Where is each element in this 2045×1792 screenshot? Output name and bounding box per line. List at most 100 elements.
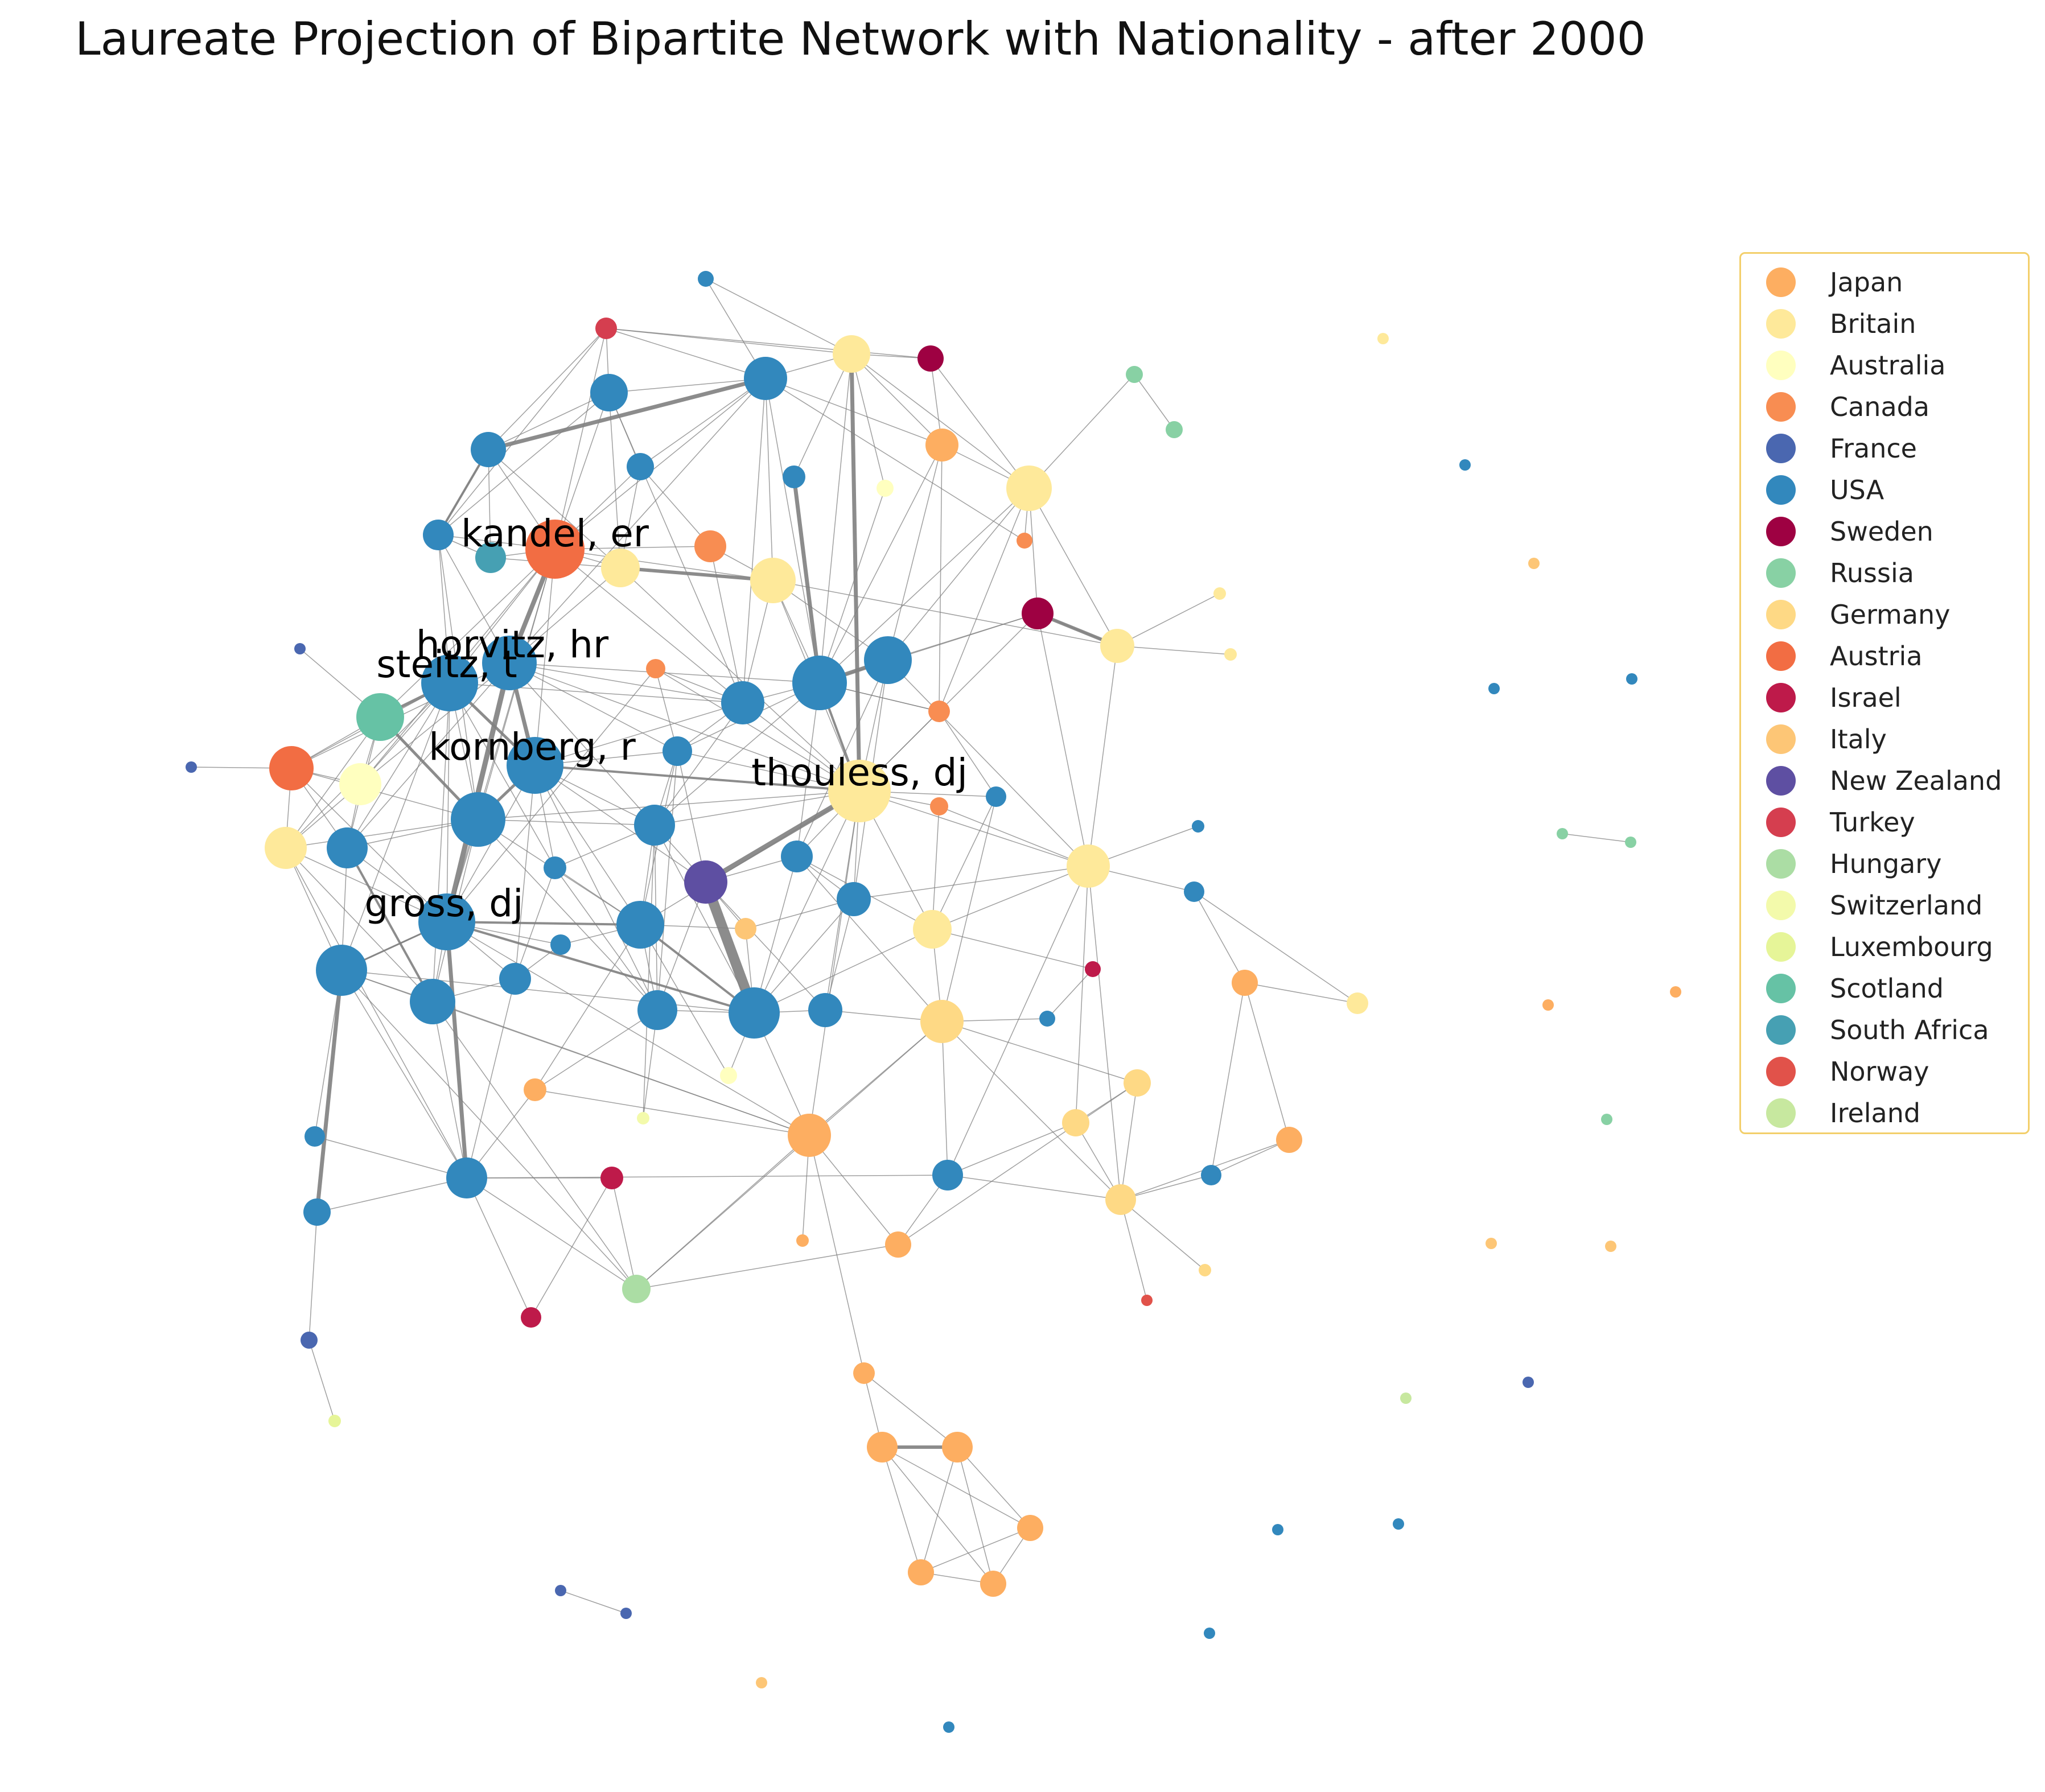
legend-label: Japan	[1830, 267, 1903, 298]
edge	[446, 682, 450, 922]
edge	[796, 660, 888, 857]
edge	[809, 1135, 865, 1374]
edge	[765, 378, 820, 683]
node	[720, 1067, 737, 1084]
edge	[534, 1089, 810, 1136]
legend-item: Russia	[1766, 555, 1914, 591]
edge	[478, 819, 655, 826]
legend-swatch	[1766, 309, 1796, 339]
legend-item: South Africa	[1766, 1012, 1989, 1048]
node	[1272, 1524, 1283, 1535]
edge	[947, 1175, 1121, 1200]
edge	[1211, 1139, 1290, 1176]
edge	[887, 613, 1038, 661]
legend-label: Scotland	[1830, 973, 1944, 1004]
node	[788, 1114, 831, 1157]
legend-swatch	[1766, 434, 1796, 463]
edge	[1028, 488, 1118, 646]
node	[942, 1432, 973, 1463]
node	[595, 318, 617, 339]
edge	[677, 751, 706, 883]
node	[1017, 1515, 1043, 1541]
edge	[863, 1373, 958, 1448]
edge	[859, 790, 1089, 867]
edge	[554, 378, 766, 550]
node	[339, 763, 381, 805]
edge	[1120, 1199, 1205, 1271]
node	[637, 1112, 649, 1124]
edge	[1194, 891, 1245, 983]
edge	[941, 1021, 948, 1176]
edge	[1117, 645, 1231, 655]
legend-swatch	[1766, 392, 1796, 422]
edge	[930, 358, 1030, 489]
edge	[509, 662, 820, 683]
edge-weighted	[446, 921, 641, 926]
node-label: kornberg, r	[429, 725, 636, 769]
edge	[742, 378, 766, 703]
edge	[932, 796, 997, 930]
legend-swatch	[1766, 600, 1796, 629]
edge	[285, 847, 447, 922]
edge-weighted	[849, 353, 862, 792]
node	[316, 945, 367, 996]
edge	[509, 662, 655, 826]
node	[908, 1559, 934, 1585]
edge	[466, 1175, 948, 1179]
legend-label: Sweden	[1830, 516, 1933, 547]
node-label: horvitz, hr	[416, 623, 609, 666]
node	[925, 429, 958, 462]
node	[796, 1234, 809, 1247]
node	[1199, 1264, 1211, 1276]
edge	[488, 449, 491, 558]
node	[1022, 598, 1054, 629]
legend-label: Russia	[1830, 558, 1914, 588]
node	[808, 993, 842, 1027]
edge	[488, 392, 610, 450]
edge	[291, 768, 447, 922]
edge	[710, 546, 743, 703]
edge	[534, 765, 658, 1011]
legend-label: Hungary	[1830, 848, 1942, 879]
node	[471, 432, 506, 467]
legend-label: Austria	[1830, 641, 1923, 672]
edge	[1194, 891, 1358, 1004]
steitz-node	[421, 654, 478, 711]
edge	[438, 328, 607, 535]
edge	[754, 856, 797, 1014]
node	[627, 453, 654, 480]
edge	[851, 353, 943, 446]
edge	[554, 328, 607, 550]
legend-label: Luxembourg	[1830, 932, 1993, 962]
edge	[432, 1001, 810, 1136]
edge	[291, 768, 479, 820]
edge	[606, 328, 766, 379]
edge	[941, 1021, 1121, 1200]
edge	[1120, 1199, 1147, 1301]
node	[544, 856, 566, 879]
edge	[446, 549, 556, 922]
legend-item: Israel	[1766, 679, 1902, 716]
edge	[920, 1527, 1031, 1573]
legend-swatch	[1766, 558, 1796, 588]
node	[1542, 999, 1554, 1011]
node	[1141, 1295, 1153, 1306]
edge	[640, 378, 766, 467]
legend-swatch	[1766, 891, 1796, 920]
node	[735, 918, 756, 940]
node	[694, 530, 726, 562]
node	[1126, 366, 1143, 383]
node	[590, 374, 628, 411]
legend-label: South Africa	[1830, 1015, 1989, 1045]
edge	[809, 1135, 899, 1245]
node	[305, 1126, 325, 1147]
edge-weighted	[446, 921, 755, 1014]
legend-label: Germany	[1830, 599, 1951, 630]
edge	[920, 1447, 958, 1573]
node-label: thouless, dj	[751, 751, 968, 794]
edge	[654, 682, 820, 826]
node	[920, 1000, 964, 1043]
edge	[640, 466, 711, 547]
edge	[705, 278, 852, 355]
